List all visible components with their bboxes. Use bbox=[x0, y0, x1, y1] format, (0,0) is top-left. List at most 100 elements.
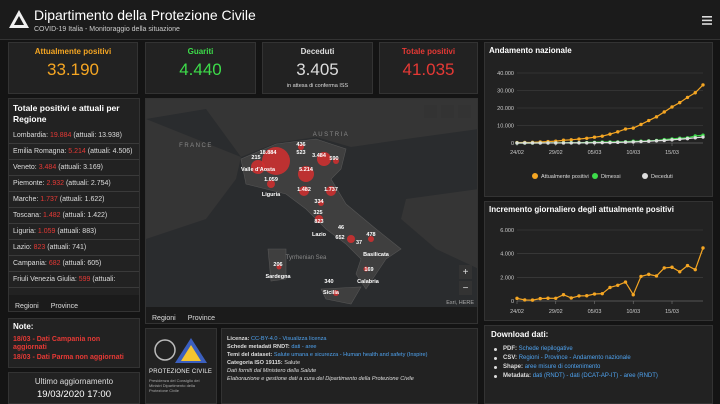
data-point bbox=[577, 141, 581, 145]
data-point bbox=[654, 115, 659, 119]
bullet bbox=[494, 375, 497, 378]
data-point bbox=[631, 126, 635, 130]
download-link[interactable]: Regioni - Province - Andamento nazionale bbox=[518, 355, 631, 361]
stat-value: 3.405 bbox=[296, 60, 339, 79]
map-tool[interactable] bbox=[441, 105, 454, 118]
info-link[interactable]: Salute umana e sicurezza - Human health … bbox=[273, 352, 428, 358]
logo-icon bbox=[9, 10, 29, 28]
region-name: Marche: bbox=[13, 196, 39, 203]
download-link[interactable]: Schede riepilogative bbox=[518, 346, 573, 352]
region-current: (attuali: 1.622) bbox=[59, 196, 105, 203]
info-link[interactable]: CC-BY-4.0 - Visualizza licenza bbox=[250, 336, 327, 342]
menu-icon[interactable] bbox=[702, 16, 712, 25]
data-point bbox=[670, 265, 674, 269]
tab[interactable]: Province bbox=[187, 315, 215, 322]
note: 18/03 - Dati Parma non aggiornati bbox=[13, 354, 124, 361]
map-label: 334 bbox=[314, 199, 324, 205]
y-tick-label: 4.000 bbox=[500, 252, 514, 258]
info-link[interactable]: dati - aree bbox=[291, 344, 317, 350]
data-point bbox=[608, 132, 612, 136]
map-label: 340 bbox=[324, 279, 333, 285]
x-tick-label: 29/02 bbox=[549, 150, 563, 156]
update-label: Ultimo aggiornamento bbox=[34, 377, 114, 386]
y-tick-label: 0 bbox=[511, 141, 514, 147]
header: Dipartimento della Protezione Civile COV… bbox=[0, 0, 720, 40]
data-point bbox=[592, 292, 597, 296]
data-point bbox=[654, 274, 659, 278]
map-label: Calabria bbox=[357, 279, 380, 285]
region-total: 1.737 bbox=[40, 196, 58, 203]
data-point bbox=[600, 291, 604, 296]
map-label: 325 bbox=[313, 210, 322, 216]
chart-title: Andamento nazionale bbox=[489, 46, 572, 55]
data-point bbox=[654, 139, 659, 143]
data-point bbox=[554, 296, 558, 301]
data-point bbox=[701, 135, 705, 139]
data-point bbox=[616, 130, 620, 134]
download-panel: Download dati: PDF: Schede riepilogative… bbox=[484, 325, 713, 404]
info-label: Categoria ISO 19115: bbox=[227, 360, 283, 366]
data-point bbox=[647, 139, 651, 143]
map-label: Lazio bbox=[312, 232, 327, 238]
logo-name: PROTEZIONE CIVILE bbox=[149, 369, 213, 375]
data-point bbox=[585, 141, 589, 145]
download-link[interactable]: aree misure di contenimento bbox=[524, 364, 601, 370]
data-point bbox=[623, 127, 628, 131]
map-tool[interactable] bbox=[458, 105, 471, 118]
map-tool[interactable] bbox=[424, 105, 437, 118]
map-label: 590 bbox=[329, 156, 338, 162]
info-label: Schede metadati RNDT: bbox=[227, 344, 290, 350]
data-point bbox=[561, 138, 566, 142]
region-total: 599 bbox=[78, 276, 91, 283]
region-total: 1.059 bbox=[37, 228, 56, 235]
bullet bbox=[494, 348, 497, 351]
info-line: Temi del dataset: Salute umana e sicurez… bbox=[227, 351, 472, 359]
data-point bbox=[647, 118, 651, 123]
data-point bbox=[631, 293, 635, 297]
x-tick-label: 15/03 bbox=[665, 309, 679, 315]
bullet bbox=[494, 357, 497, 360]
tab[interactable]: Regioni bbox=[146, 312, 182, 323]
map-label: 206 bbox=[273, 262, 282, 268]
map-label: 823 bbox=[314, 219, 323, 225]
info-line: Schede metadati RNDT: dati - aree bbox=[227, 343, 472, 351]
data-point bbox=[693, 91, 697, 95]
data-point bbox=[647, 272, 651, 277]
data-point bbox=[608, 140, 612, 145]
info-line: Elaborazione e gestione dati a cura del … bbox=[227, 376, 414, 382]
zoom-in[interactable] bbox=[459, 265, 472, 279]
logo-caption: Presidenza del Consiglio dei Ministri Di… bbox=[149, 378, 200, 393]
legend-swatch bbox=[532, 173, 538, 179]
tab[interactable]: Province bbox=[50, 303, 78, 310]
x-tick-label: 15/03 bbox=[665, 150, 679, 156]
x-tick-label: 10/03 bbox=[626, 150, 640, 156]
download-link[interactable]: dati (RNDT) - dati (DCAT-AP-IT) - aree (… bbox=[532, 373, 658, 379]
map-label: 652 bbox=[335, 235, 344, 241]
data-point bbox=[662, 110, 666, 114]
stat-label: Guariti bbox=[187, 47, 214, 56]
map-label: 436 bbox=[296, 142, 305, 148]
data-point bbox=[678, 100, 682, 105]
case-bubbles bbox=[251, 144, 374, 296]
region-row: Toscana: 1.482 (attuali: 1.422) bbox=[9, 208, 139, 224]
chart-title: Incremento giornaliero degli attualmente… bbox=[489, 205, 674, 214]
regions-panel: Totale positivi e attuali per Regione Lo… bbox=[8, 98, 140, 312]
region-name: Emilia Romagna: bbox=[13, 148, 67, 155]
tab[interactable]: Regioni bbox=[9, 300, 45, 311]
region-row: Emilia Romagna: 5.214 (attuali: 4.506) bbox=[9, 144, 139, 160]
info-line: Licenza: CC-BY-4.0 - Visualizza licenza bbox=[227, 335, 472, 343]
region-row: Marche: 1.737 (attuali: 1.622) bbox=[9, 192, 139, 208]
map-label: 478 bbox=[366, 232, 375, 238]
legend-swatch bbox=[642, 173, 648, 179]
data-point bbox=[600, 134, 604, 138]
region-current: (attuali: 605) bbox=[62, 260, 102, 267]
map-label: 523 bbox=[296, 150, 305, 156]
data-point bbox=[585, 136, 589, 140]
download-label: Shape: bbox=[503, 364, 524, 370]
zoom-out[interactable] bbox=[459, 281, 472, 295]
stat-label: Attualmente positivi bbox=[34, 47, 112, 56]
x-tick-label: 10/03 bbox=[626, 309, 640, 315]
region-total: 19.884 bbox=[49, 132, 72, 139]
data-point bbox=[608, 285, 612, 290]
